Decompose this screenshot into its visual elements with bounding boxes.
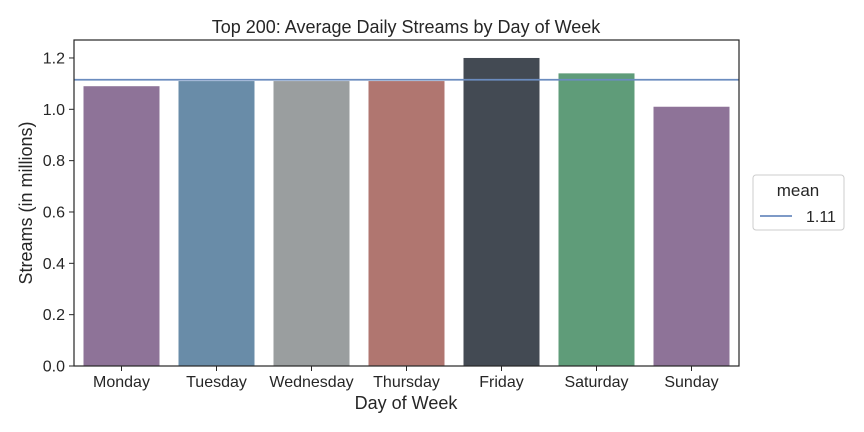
bar-wednesday [273,81,350,367]
y-tick-label: 0.0 [43,359,65,376]
x-tick-label: Thursday [373,374,440,391]
y-tick-label: 1.2 [43,50,65,67]
bar-friday [463,57,540,366]
bar-thursday [368,81,445,367]
y-tick-label: 0.2 [43,307,65,324]
x-tick-label: Sunday [664,374,718,391]
y-axis-label: Streams (in millions) [16,121,36,284]
x-axis: Monday Tuesday Wednesday Thursday Friday Satu… [93,366,719,391]
x-tick-label: Friday [479,374,523,391]
legend-title: mean [777,181,820,200]
y-axis: 0.0 0.2 0.4 0.6 0.8 1.0 1.2 [43,50,74,376]
x-tick-label: Monday [93,374,150,391]
bar-saturday [558,73,635,366]
bar-sunday [653,106,730,366]
y-tick-label: 0.4 [43,256,65,273]
x-tick-label: Saturday [564,374,628,391]
y-tick-label: 0.8 [43,153,65,170]
x-tick-label: Wednesday [269,374,353,391]
legend-mean-label: 1.11 [806,209,836,226]
x-tick-label: Tuesday [186,374,247,391]
bar-monday [83,86,160,367]
bars-group [83,57,730,367]
y-tick-label: 1.0 [43,102,65,119]
chart-title: Top 200: Average Daily Streams by Day of… [212,17,602,37]
legend: mean 1.11 [752,174,845,231]
bar-tuesday [178,81,255,367]
y-tick-label: 0.6 [43,204,65,221]
x-axis-label: Day of Week [355,393,459,413]
